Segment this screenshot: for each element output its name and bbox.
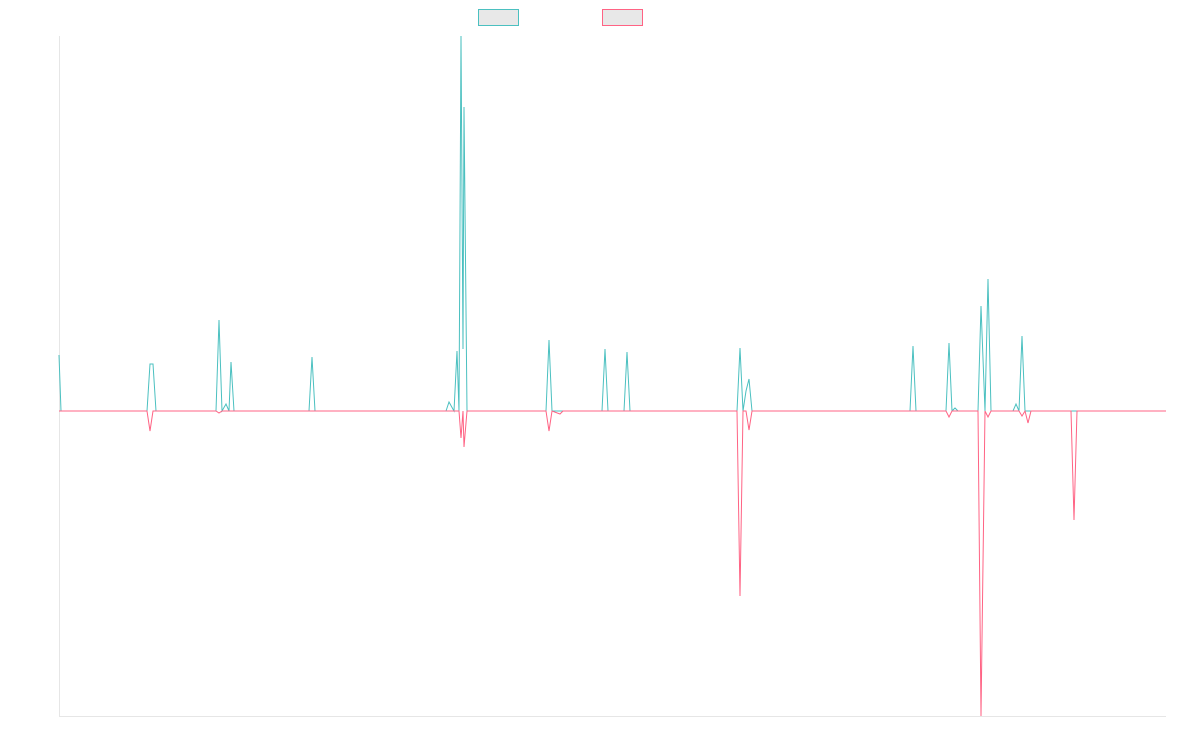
series-line [58,35,1166,413]
legend-swatch [478,9,519,26]
series-line [59,409,1166,717]
legend-swatch [602,9,643,26]
